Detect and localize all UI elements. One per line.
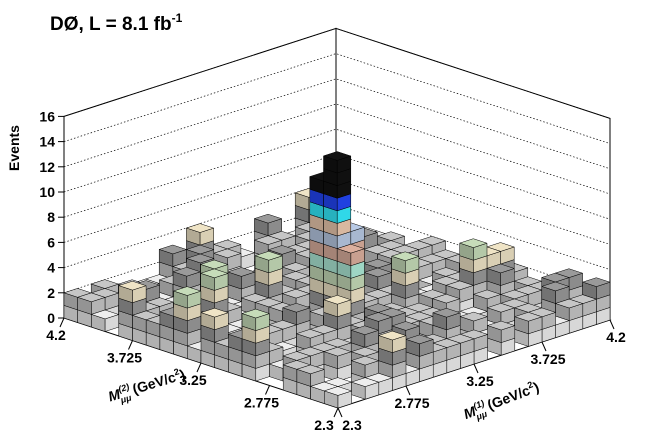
y-tick-label: 2.3: [314, 417, 334, 432]
y-tick-label: 3.725: [107, 350, 142, 366]
y-axis-label-units: (GeV/c: [127, 369, 178, 398]
x-tick-mark: [405, 385, 411, 396]
z-tick-label: 2: [47, 285, 55, 301]
x-axis-label-superscript: (1): [472, 398, 486, 411]
y-tick-label: 2.775: [244, 395, 279, 411]
x-tick-label: 2.3: [342, 417, 362, 432]
histogram-bar: [172, 286, 202, 359]
x-axis-label-subscript: μμ: [474, 409, 489, 423]
x-tick-mark: [473, 363, 479, 374]
y-axis-label-units-close: ): [178, 366, 187, 383]
y-tick-mark: [265, 385, 270, 395]
y-tick-mark: [128, 340, 133, 350]
x-tick-mark: [609, 319, 615, 330]
z-tick-label: 14: [39, 134, 55, 150]
histogram-bars: [63, 151, 611, 409]
z-tick-label: 8: [47, 209, 55, 225]
histogram-bar: [513, 312, 543, 347]
x-tick-label: 3.25: [466, 373, 493, 389]
y-tick-label: 4.2: [46, 327, 66, 343]
z-axis-label: Events: [6, 125, 22, 171]
z-gridline: [63, 53, 611, 144]
axis-ticks: 0 2 4 6 8 10 12 14 16 2.3 2.775 3.25 3.725 4.2 2.3 2.77…: [39, 108, 626, 432]
z-tick-label: 12: [39, 159, 55, 175]
chart-title-text: DØ, L = 8.1 fb: [50, 14, 172, 35]
z-gridline: [63, 78, 611, 170]
chart-title-superscript: -1: [172, 11, 183, 25]
x-tick-label: 2.775: [394, 395, 429, 411]
y-axis-label-units-sup: 2: [173, 366, 181, 377]
histogram-bar: [241, 308, 271, 382]
z-gridline: [63, 154, 611, 245]
histogram-bar: [486, 320, 516, 356]
z-tick-label: 4: [47, 260, 55, 276]
x-tick-mark: [541, 341, 547, 352]
z-gridline: [63, 204, 611, 296]
y-tick-mark: [333, 407, 339, 418]
histogram-bar: [90, 309, 120, 332]
z-gridline: [63, 179, 611, 270]
y-tick-mark: [59, 317, 65, 328]
z-gridline: [63, 103, 611, 195]
histogram-bar: [296, 364, 326, 400]
x-tick-mark: [337, 407, 343, 418]
y-axis-label-superscript: (2): [117, 382, 130, 395]
x-axis-label-units-sup: 2: [526, 379, 534, 390]
chart-title: DØ, L = 8.1 fb-1: [50, 11, 183, 35]
x-tick-label: 3.725: [530, 351, 565, 367]
histogram-bar: [323, 386, 353, 409]
x-tick-label: 4.2: [606, 329, 626, 345]
histogram-bar: [377, 330, 407, 391]
y-axis-label-symbol: M: [106, 386, 122, 405]
z-tick-label: 10: [39, 184, 55, 200]
z-gridline: [63, 128, 611, 220]
y-tick-label: 3.25: [179, 372, 206, 388]
y-axis-label: M(2)μμ (GeV/c2): [106, 365, 188, 408]
histogram-bar: [323, 346, 353, 382]
x-axis-label-units-close: ): [531, 379, 541, 396]
z-tick-label: 16: [39, 108, 55, 124]
y-axis-label-subscript: μμ: [118, 392, 133, 405]
z-gridline: [63, 28, 611, 119]
z-tick-label: 6: [47, 234, 55, 250]
histogram-bar: [350, 377, 380, 400]
y-tick-mark: [196, 362, 202, 373]
z-tick-label: 0: [47, 310, 55, 326]
